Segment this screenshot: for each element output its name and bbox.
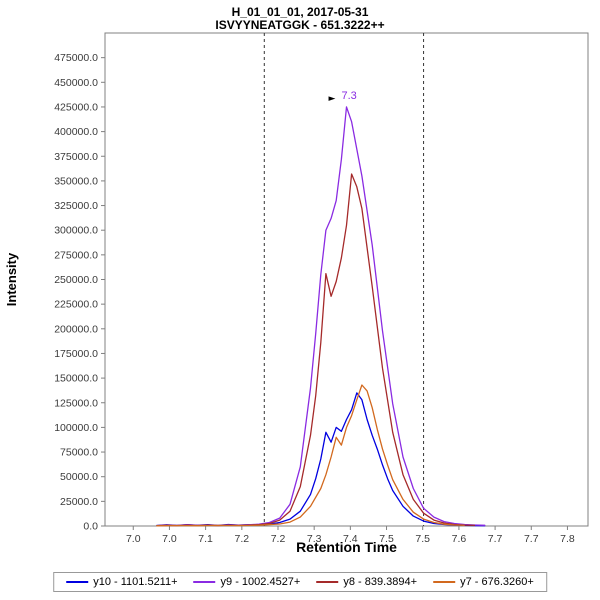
legend-line-swatch-y10 <box>66 581 89 583</box>
legend-label-y10: y10 - 1101.5211+ <box>93 576 178 588</box>
legend-item-y8: y8 - 839.3894+ <box>316 576 417 588</box>
y-tick-label: 275000.0 <box>54 249 98 261</box>
x-tick-label: 7.4 <box>343 533 358 545</box>
x-tick-label: 7.0 <box>162 533 177 545</box>
legend-label-y7: y7 - 676.3260+ <box>460 576 534 588</box>
y-tick-label: 425000.0 <box>54 101 98 113</box>
x-tick-label: 7.7 <box>488 533 503 545</box>
y-tick-label: 0.0 <box>83 521 98 533</box>
x-tick-label: 7.1 <box>198 533 213 545</box>
legend-label-y9: y9 - 1002.4527+ <box>220 576 301 588</box>
y-tick-label: 225000.0 <box>54 299 98 311</box>
x-tick-label: 7.0 <box>126 533 141 545</box>
y-tick-label: 75000.0 <box>60 447 98 459</box>
y-tick-label: 125000.0 <box>54 397 98 409</box>
peak-apex-marker-icon[interactable]: ► <box>329 94 336 104</box>
legend-item-y7: y7 - 676.3260+ <box>433 576 534 588</box>
x-tick-label: 7.3 <box>307 533 322 545</box>
legend: y10 - 1101.5211+ y9 - 1002.4527+ y8 - 83… <box>53 572 547 592</box>
x-tick-label: 7.7 <box>524 533 539 545</box>
peak-rt-annotation[interactable]: 7.3 <box>342 90 357 102</box>
y-tick-label: 100000.0 <box>54 422 98 434</box>
x-tick-label: 7.5 <box>415 533 430 545</box>
legend-line-swatch-y7 <box>433 581 456 583</box>
y-tick-label: 175000.0 <box>54 348 98 360</box>
chart-title: H_01_01_01, 2017-05-31 <box>231 5 369 19</box>
x-tick-label: 7.5 <box>379 533 394 545</box>
legend-line-swatch-y9 <box>193 581 216 583</box>
y-tick-label: 50000.0 <box>60 471 98 483</box>
y-tick-label: 350000.0 <box>54 175 98 187</box>
x-tick-label: 7.2 <box>271 533 286 545</box>
y-tick-label: 475000.0 <box>54 52 98 64</box>
x-tick-label: 7.6 <box>452 533 467 545</box>
trace-y8[interactable] <box>156 173 476 527</box>
x-tick-label: 7.2 <box>235 533 250 545</box>
y-tick-label: 250000.0 <box>54 274 98 286</box>
legend-line-swatch-y8 <box>316 581 339 583</box>
chart-subtitle-peptide: ISVYYNEATGGK - 651.3222++ <box>215 18 385 32</box>
y-tick-label: 375000.0 <box>54 151 98 163</box>
legend-label-y8: y8 - 839.3894+ <box>343 576 418 588</box>
legend-item-y9: y9 - 1002.4527+ <box>193 576 301 588</box>
y-tick-label: 25000.0 <box>60 496 98 508</box>
legend-item-y10: y10 - 1101.5211+ <box>66 576 178 588</box>
y-tick-label: 300000.0 <box>54 225 98 237</box>
y-tick-label: 200000.0 <box>54 323 98 335</box>
y-tick-label: 450000.0 <box>54 77 98 89</box>
trace-y7[interactable] <box>156 384 465 527</box>
trace-y10[interactable] <box>156 392 486 527</box>
y-tick-label: 400000.0 <box>54 126 98 138</box>
x-tick-label: 7.8 <box>560 533 575 545</box>
y-tick-label: 150000.0 <box>54 373 98 385</box>
x-axis-label: Retention Time <box>296 539 397 555</box>
y-tick-label: 325000.0 <box>54 200 98 212</box>
trace-y9[interactable] <box>156 106 486 527</box>
